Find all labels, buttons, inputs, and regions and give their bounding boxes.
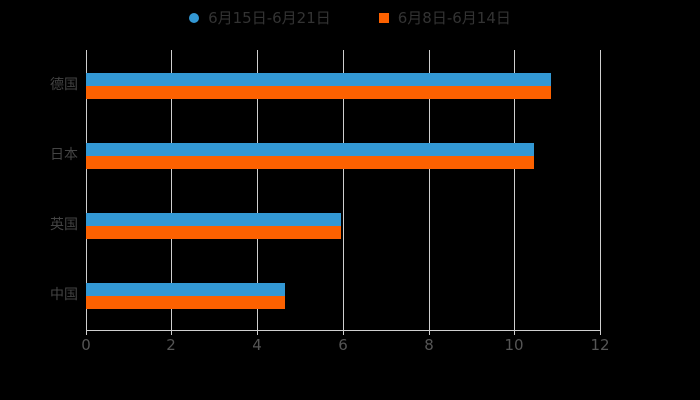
x-tick-label-8: 8: [424, 336, 434, 354]
legend-label-series-2: 6月8日-6月14日: [397, 8, 511, 27]
x-tick-mark-10: [514, 330, 515, 335]
x-tick-mark-8: [429, 330, 430, 335]
y-category-label-china: 中国: [50, 287, 78, 303]
x-tick-label-12: 12: [590, 336, 610, 354]
bar-series-2-中国[interactable]: [86, 296, 286, 309]
x-tick-mark-0: [86, 330, 87, 335]
bar-series-2-日本[interactable]: [86, 156, 534, 169]
x-tick-mark-12: [600, 330, 601, 335]
x-tick-label-2: 2: [166, 336, 176, 354]
y-category-label-japan: 日本: [50, 147, 78, 163]
legend-label-series-1: 6月15日-6月21日: [208, 8, 331, 27]
x-tick-mark-2: [171, 330, 172, 335]
x-tick-label-10: 10: [504, 336, 524, 354]
x-tick-label-0: 0: [81, 336, 91, 354]
x-tick-mark-6: [343, 330, 344, 335]
y-category-label-germany: 德国: [50, 77, 78, 93]
plot-area: [86, 50, 601, 330]
gridline-12: [600, 50, 601, 330]
gridline-6: [343, 50, 344, 330]
gridline-10: [514, 50, 515, 330]
bar-series-2-英国[interactable]: [86, 226, 341, 239]
bar-series-2-德国[interactable]: [86, 86, 552, 99]
bar-series-1-英国[interactable]: [86, 213, 341, 226]
y-category-label-uk: 英国: [50, 217, 78, 233]
square-marker-icon: [378, 13, 389, 23]
bar-series-1-中国[interactable]: [86, 283, 286, 296]
x-tick-label-6: 6: [338, 336, 348, 354]
circle-marker-icon: [189, 13, 200, 23]
gridline-4: [257, 50, 258, 330]
x-tick-mark-4: [257, 330, 258, 335]
gridline-8: [429, 50, 430, 330]
legend-item-series-2[interactable]: 6月8日-6月14日: [378, 8, 511, 27]
x-tick-label-4: 4: [252, 336, 262, 354]
bar-series-1-日本[interactable]: [86, 143, 534, 156]
gridline-0: [86, 50, 87, 330]
bar-series-1-德国[interactable]: [86, 73, 552, 86]
gridline-2: [171, 50, 172, 330]
legend-item-series-1[interactable]: 6月15日-6月21日: [189, 8, 331, 27]
chart-legend: 6月15日-6月21日 6月8日-6月14日: [0, 0, 700, 36]
